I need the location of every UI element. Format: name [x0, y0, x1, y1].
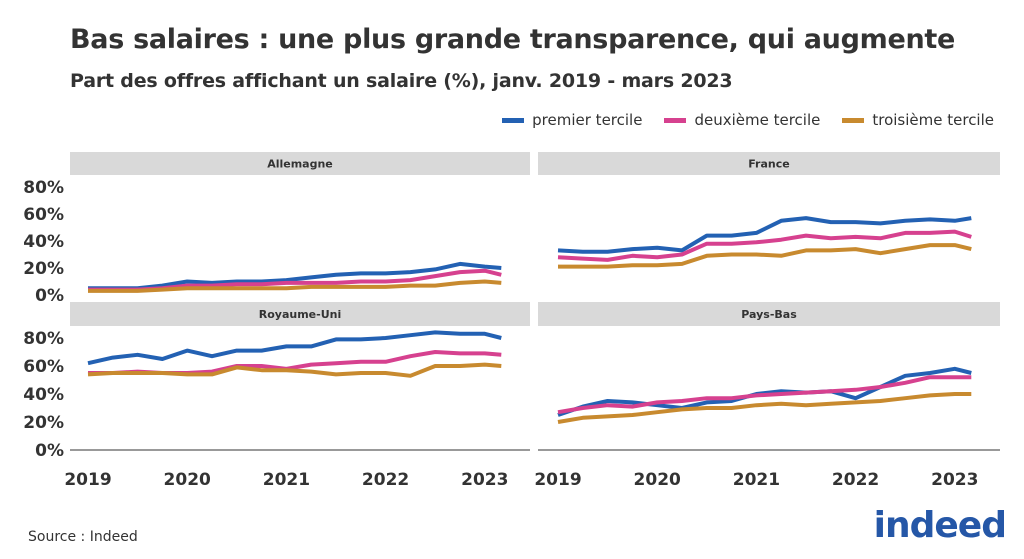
panel-strip [538, 302, 1000, 326]
series-line-troisieme [558, 243, 972, 269]
panel-title: France [748, 158, 789, 171]
y-tick-label: 40% [23, 385, 64, 405]
y-tick-label: 0% [35, 441, 64, 461]
y-tick-label: 60% [23, 357, 64, 377]
panel-strip [538, 152, 1000, 175]
indeed-logo: indeed [873, 505, 1007, 546]
series-line-troisieme [88, 279, 502, 293]
y-tick-label: 80% [23, 329, 64, 349]
y-tick-label: 20% [23, 259, 64, 279]
y-tick-label: 60% [23, 205, 64, 225]
legend-swatch [664, 117, 687, 123]
x-tick-label: 2022 [362, 470, 409, 490]
legend-item-premier: premier tercile [502, 111, 642, 129]
series-line-premier [557, 216, 972, 254]
legend-swatch [842, 117, 865, 123]
panel-strip [70, 152, 530, 175]
series-line-premier [87, 330, 502, 366]
source-note: Source : Indeed [28, 529, 138, 545]
y-tick-label: 80% [23, 178, 64, 198]
series-line-troisieme [87, 362, 502, 378]
legend-label: troisième tercile [872, 111, 994, 129]
panel-title: Pays-Bas [741, 308, 797, 321]
legend-item-troisieme: troisième tercile [842, 111, 994, 129]
y-tick-label: 20% [23, 413, 64, 433]
x-tick-label: 2021 [733, 470, 780, 490]
series-line-deuxieme [557, 375, 972, 415]
chart-subtitle: Part des offres affichant un salaire (%)… [70, 70, 733, 92]
legend-item-deuxieme: deuxième tercile [664, 111, 820, 129]
x-tick-label: 2019 [534, 470, 581, 490]
series-line-troisieme [557, 392, 972, 424]
legend-label: deuxième tercile [694, 111, 821, 129]
panel-strip [70, 302, 530, 326]
legend-label: premier tercile [532, 111, 643, 129]
x-tick-label: 2023 [461, 470, 508, 490]
series-line-deuxieme [557, 229, 972, 262]
panel-title: Royaume-Uni [259, 308, 341, 321]
x-tick-label: 2021 [263, 470, 310, 490]
y-tick-label: 40% [23, 232, 64, 252]
chart-title: Bas salaires : une plus grande transpare… [70, 24, 956, 55]
panel-title: Allemagne [267, 158, 333, 171]
x-tick-label: 2022 [832, 470, 879, 490]
series-line-premier [88, 261, 502, 291]
x-tick-label: 2020 [634, 470, 681, 490]
legend-swatch [502, 117, 525, 123]
legend: premier tercile deuxième tercile troisiè… [502, 111, 994, 129]
x-tick-label: 2020 [164, 470, 211, 490]
y-tick-label: 0% [35, 286, 64, 306]
x-tick-label: 2019 [64, 470, 111, 490]
series-line-premier [557, 366, 972, 417]
x-tick-label: 2023 [931, 470, 978, 490]
